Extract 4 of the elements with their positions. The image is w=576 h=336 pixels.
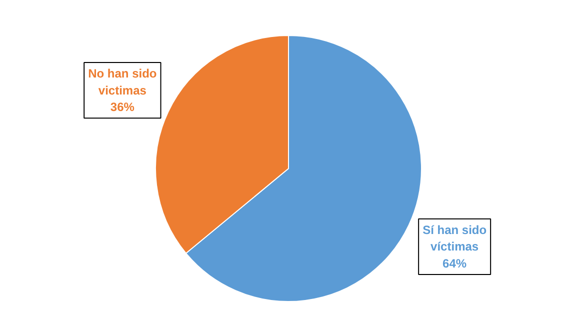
slice-label: No han sido victimas <box>88 66 157 98</box>
slice-label: Sí han sido víctimas <box>422 222 487 254</box>
data-label: 64% <box>442 256 467 270</box>
data-label: 36% <box>110 100 135 114</box>
